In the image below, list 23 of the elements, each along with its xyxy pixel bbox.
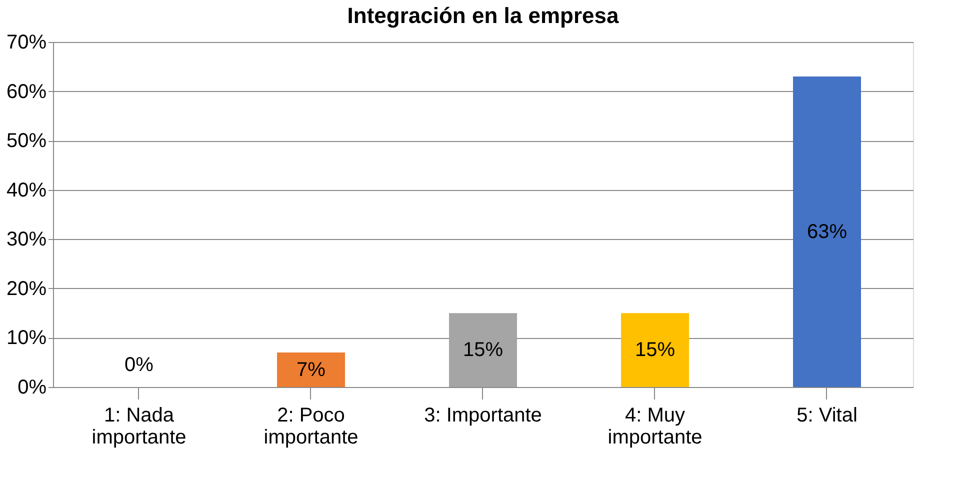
y-tick-label: 10% <box>6 327 47 350</box>
data-label: 0% <box>124 354 154 376</box>
data-label: 15% <box>634 339 676 362</box>
x-tick-label: 1: Nada importante <box>92 404 186 448</box>
bar <box>449 313 517 387</box>
y-tick-label: 20% <box>6 278 47 300</box>
bar <box>793 76 861 387</box>
x-tick-label: 5: Vital <box>796 404 858 426</box>
y-tick-label: 0% <box>18 376 47 398</box>
x-tick-label: 4: Muy importante <box>608 404 702 448</box>
data-label: 15% <box>462 339 504 362</box>
x-tick-label: 2: Poco importante <box>264 404 358 448</box>
y-tick-label: 30% <box>6 228 47 251</box>
bar <box>277 352 345 387</box>
y-tick-label: 50% <box>6 130 47 152</box>
y-tick-label: 40% <box>6 179 47 202</box>
chart-title: Integración en la empresa <box>347 3 620 28</box>
data-label: 7% <box>296 358 326 381</box>
data-label: 63% <box>806 220 848 243</box>
y-tick-label: 70% <box>6 32 47 54</box>
x-tick-label: 3: Importante <box>424 404 542 426</box>
bar <box>621 313 689 387</box>
y-tick-label: 60% <box>6 80 47 103</box>
